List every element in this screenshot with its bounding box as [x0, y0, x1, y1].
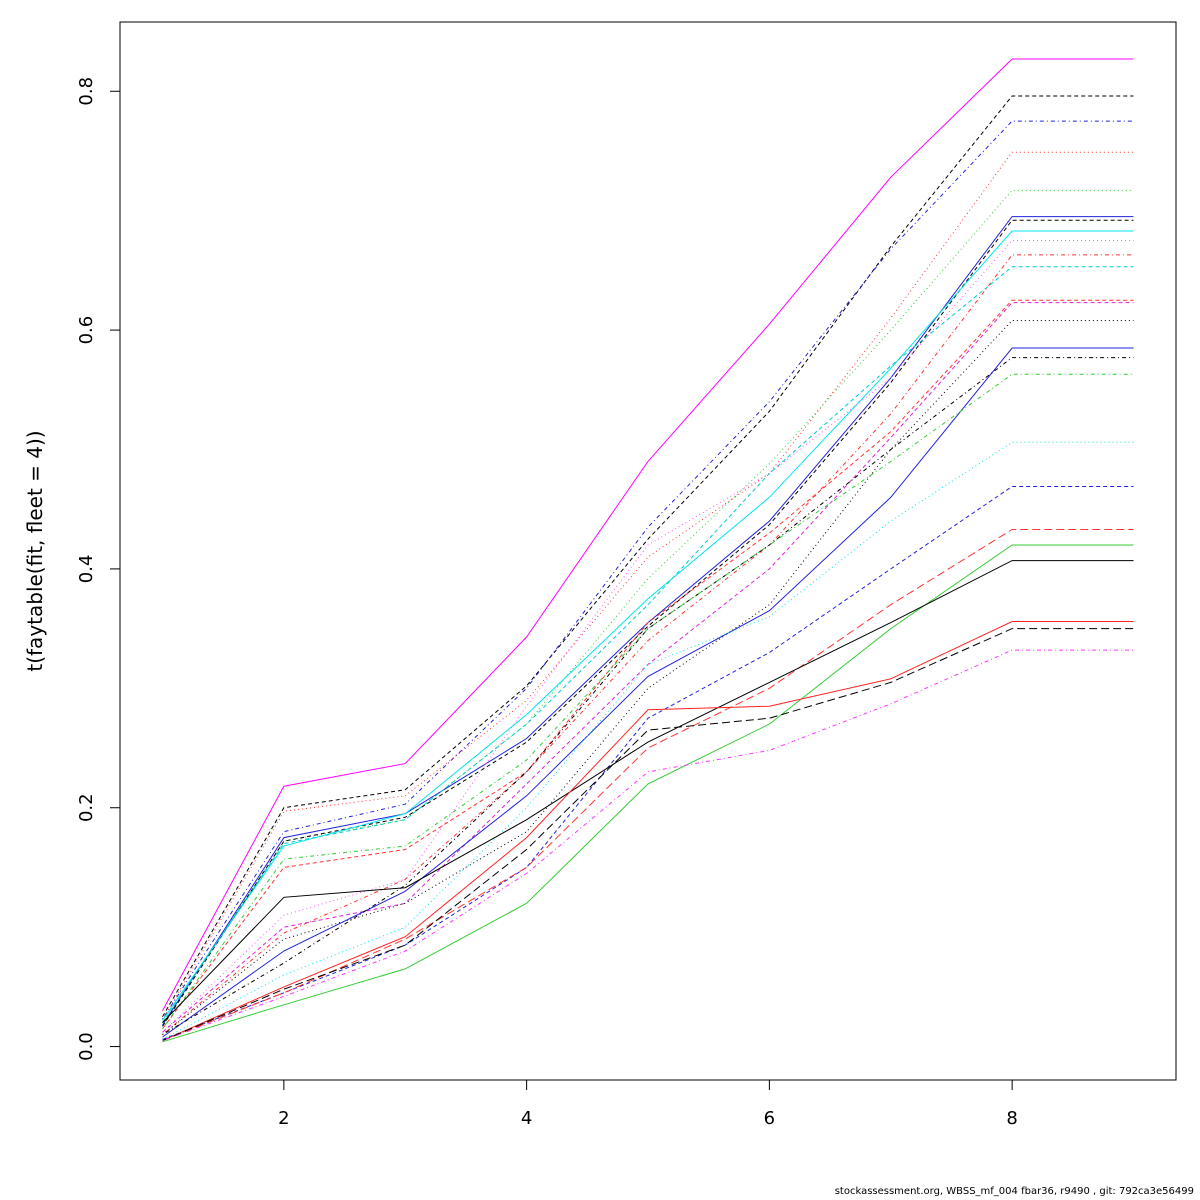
- series-line-1: [162, 58, 1134, 1011]
- x-tick-label: 4: [521, 1108, 532, 1129]
- y-tick-label: 0.8: [76, 77, 97, 106]
- y-tick-label: 0.6: [76, 316, 97, 345]
- series-line-19: [162, 486, 1134, 1040]
- y-tick-label: 0.0: [76, 1032, 97, 1061]
- y-axis: 0.0 0.2 0.4 0.6 0.8: [76, 77, 120, 1061]
- x-tick-label: 6: [764, 1108, 775, 1129]
- series-line-9: [162, 240, 1134, 1033]
- series-line-8: [162, 230, 1134, 1021]
- series-line-16: [162, 357, 1134, 1036]
- series-line-15: [162, 347, 1134, 1038]
- series-line-24: [162, 628, 1134, 1042]
- series-layer: [162, 58, 1134, 1043]
- series-line-11: [162, 266, 1134, 1023]
- series-line-3: [162, 120, 1134, 1020]
- series-line-14: [162, 320, 1134, 1035]
- plot-frame: [119, 21, 1177, 1081]
- series-line-21: [162, 544, 1134, 1043]
- x-tick-label: 8: [1006, 1108, 1017, 1129]
- series-line-22: [162, 560, 1134, 1024]
- series-line-6: [162, 216, 1134, 1026]
- series-line-12: [162, 299, 1134, 1030]
- y-tick-label: 0.2: [76, 793, 97, 822]
- x-axis: 2 4 6 8: [278, 1080, 1018, 1129]
- series-line-18: [162, 441, 1134, 1040]
- series-line-7: [162, 219, 1134, 1027]
- series-line-25: [162, 649, 1134, 1042]
- series-line-2: [162, 95, 1134, 1017]
- x-tick-label: 2: [278, 1108, 289, 1129]
- series-line-10: [162, 254, 1134, 1035]
- y-axis-title: t(faytable(fit, fleet = 4)): [23, 430, 47, 671]
- series-line-4: [162, 151, 1134, 1021]
- y-tick-label: 0.4: [76, 555, 97, 584]
- series-line-20: [162, 529, 1134, 1042]
- series-line-5: [162, 189, 1134, 1023]
- series-line-13: [162, 302, 1134, 1033]
- series-line-23: [162, 621, 1134, 1042]
- series-line-17: [162, 373, 1134, 1029]
- footer-caption: stockassessment.org, WBSS_mf_004 fbar36,…: [834, 1186, 1194, 1197]
